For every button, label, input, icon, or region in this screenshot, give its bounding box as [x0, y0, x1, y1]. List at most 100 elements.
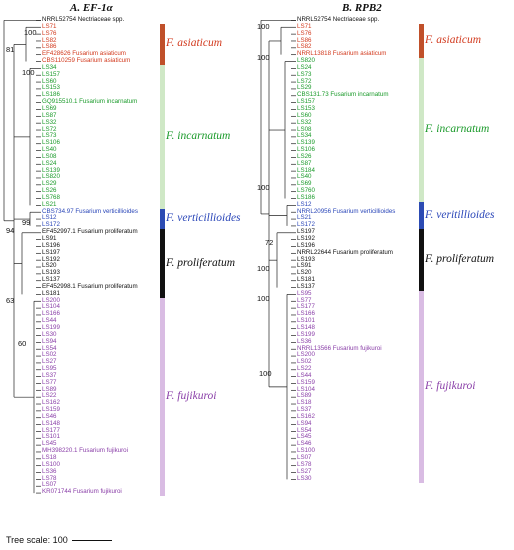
taxon-label: LS72: [42, 125, 57, 133]
taxon-label: LS29: [42, 180, 57, 188]
taxon-label: LS86: [297, 36, 312, 44]
species-bar-proliferatum: [419, 229, 424, 291]
taxon-label: LS196: [297, 241, 315, 249]
tree-scale: Tree scale: 100: [6, 535, 112, 545]
taxon-label: LS34: [42, 63, 57, 71]
taxon-label: LS02: [297, 358, 312, 366]
panel-b-tree-branches: [260, 20, 296, 480]
species-bar-proliferatum: [160, 229, 165, 298]
taxon-label: LS94: [42, 337, 57, 345]
taxon-label: LS177: [297, 303, 315, 311]
taxon-label: LS78: [297, 460, 312, 468]
taxon-label: LS46: [42, 412, 57, 420]
taxon-label: LS177: [42, 426, 60, 434]
taxon-label: EF428626 Fusarium asiaticum: [42, 50, 126, 58]
species-bar-verticillioides: [160, 208, 165, 230]
taxon-label: LS77: [42, 378, 57, 386]
taxon-label: LS86: [42, 43, 57, 51]
taxon-label: LS157: [42, 70, 60, 78]
taxon-label: LS12: [42, 214, 57, 222]
species-label-fujikuroi: F. fujikuroi: [166, 390, 217, 403]
bootstrap-value: 100: [257, 53, 270, 62]
taxon-label: LS768: [42, 193, 60, 201]
taxon-label: LS71: [42, 22, 57, 30]
taxon-label: EF452998.1 Fusarium proliferatum: [42, 282, 138, 290]
taxon-label: CBS110259 Fusarium asiaticum: [42, 57, 131, 65]
taxon-label: LS26: [297, 152, 312, 160]
taxon-label: LS172: [297, 221, 315, 229]
taxon-label: CBS131.73 Fusarium incarnatum: [297, 91, 389, 99]
taxon-label: LS40: [42, 146, 57, 154]
taxon-label: LS54: [297, 426, 312, 434]
bootstrap-value: 100: [24, 28, 37, 37]
bootstrap-value: 100: [257, 22, 270, 31]
species-bar-incarnatum: [160, 64, 165, 209]
taxon-label: LS45: [297, 433, 312, 441]
taxon-label: LS24: [42, 159, 57, 167]
taxon-label: LS104: [297, 385, 315, 393]
taxon-label: LS27: [42, 358, 57, 366]
bootstrap-value: 100: [257, 294, 270, 303]
taxon-label: LS95: [297, 289, 312, 297]
taxon-label: LS18: [42, 454, 57, 461]
taxon-label: GQ915510.1 Fusarium incarnatum: [42, 98, 138, 106]
taxon-label: LS60: [42, 77, 57, 85]
taxon-label: LS200: [297, 351, 315, 359]
taxon-label: LS193: [297, 255, 315, 263]
taxon-label: LS46: [297, 440, 312, 448]
taxon-label: MH398220.1 Fusarium fujikuroi: [42, 447, 128, 455]
taxon-label: NRRL22644 Fusarium proliferatum: [297, 248, 393, 256]
taxon-label: LS139: [297, 139, 315, 147]
taxon-label: LS69: [42, 104, 57, 112]
taxon-label: LS157: [297, 98, 315, 106]
taxon-label: LS34: [297, 132, 312, 140]
species-label-incarnatum: F. incarnatum: [425, 123, 490, 136]
bootstrap-value: 94: [6, 226, 15, 235]
taxon-label: LS100: [42, 460, 60, 468]
taxon-label: LS148: [42, 419, 60, 427]
taxon-label: LS44: [42, 317, 57, 325]
taxon-label: LS91: [297, 262, 312, 270]
taxon-label: LS192: [42, 255, 60, 263]
species-bar-fujikuroi: [160, 297, 165, 497]
taxon-label: NRRL52754 Nectriaceae spp.: [42, 16, 125, 23]
taxon-label: NRRL13818 Fusarium asiaticum: [297, 50, 387, 58]
taxon-label: LS199: [297, 330, 315, 338]
taxon-label: LS89: [297, 392, 312, 400]
panel-b-taxa-list: NRRL52754 Nectriaceae spp. LS71 LS76 LS86 LS…: [297, 16, 395, 482]
taxon-label: LS139: [42, 166, 60, 174]
taxon-label: NRRL13566 Fusarium fujikuroi: [297, 344, 382, 352]
taxon-label: LS820: [42, 173, 60, 181]
taxon-label: LS162: [297, 412, 315, 420]
panel-b-title: B. RPB2: [342, 2, 382, 14]
taxon-label: LS200: [42, 296, 60, 304]
taxon-label: LS37: [42, 371, 57, 379]
taxon-label: KR071744 Fusarium fujikuroi: [42, 488, 122, 496]
taxon-label: LS07: [42, 481, 57, 489]
taxon-label: LS82: [297, 43, 312, 51]
taxon-label: LS77: [297, 296, 312, 304]
taxon-label: LS153: [42, 84, 60, 92]
taxon-label: LS153: [297, 104, 315, 112]
taxon-label: LS07: [297, 454, 312, 461]
taxon-label: LS73: [297, 70, 312, 78]
panel-rpb2-tree: B. RPB2 NRRL52754 Nectriaceae spp. LS71 LS…: [257, 0, 514, 550]
taxon-label: LS72: [297, 77, 312, 85]
taxon-label: LS73: [42, 132, 57, 140]
taxon-label: LS162: [42, 399, 60, 407]
taxon-label: LS760: [297, 187, 315, 195]
taxon-label: LS186: [42, 91, 60, 99]
taxon-label: LS26: [42, 187, 57, 195]
taxon-label: LS71: [297, 22, 312, 30]
taxon-label: LS08: [297, 125, 312, 133]
taxon-label: LS21: [42, 200, 57, 208]
taxon-label: LS02: [42, 351, 57, 359]
bootstrap-value: 100: [257, 264, 270, 273]
taxon-label: LS44: [297, 371, 312, 379]
taxon-label: LS94: [297, 419, 312, 427]
taxon-label: LS22: [297, 365, 312, 373]
bootstrap-value: 60: [18, 339, 27, 348]
taxon-label: LS196: [42, 241, 60, 249]
taxon-label: LS104: [42, 303, 60, 311]
taxon-label: LS101: [42, 433, 60, 441]
